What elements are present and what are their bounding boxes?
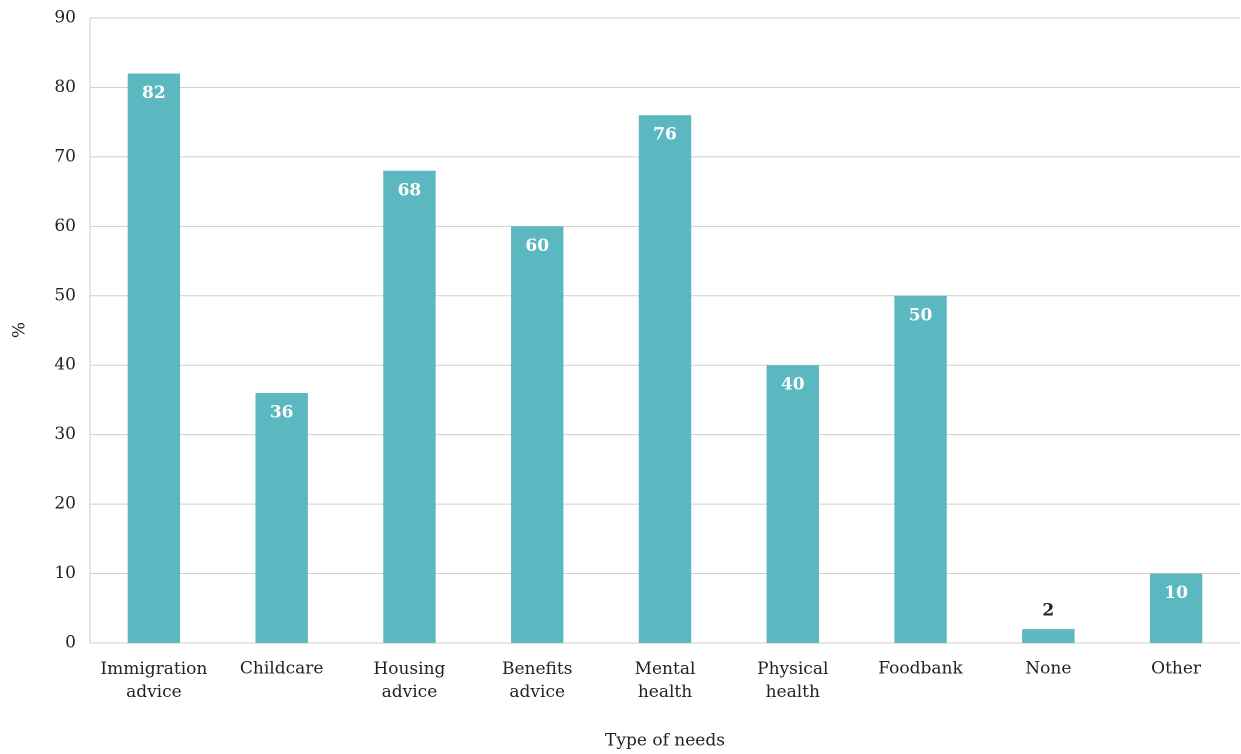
y-tick-label: 80 bbox=[54, 77, 76, 97]
value-label: 82 bbox=[142, 83, 166, 103]
bar bbox=[894, 295, 947, 643]
value-label: 40 bbox=[781, 375, 805, 395]
value-label: 76 bbox=[653, 125, 677, 145]
y-axis-title: % bbox=[10, 322, 30, 338]
value-label: 60 bbox=[525, 236, 549, 256]
value-label: 50 bbox=[909, 305, 933, 325]
bar bbox=[511, 226, 564, 644]
bar bbox=[127, 73, 181, 644]
x-tick-label: Mental health bbox=[635, 659, 696, 702]
x-tick-label: Other bbox=[1151, 659, 1202, 679]
x-tick-label: Childcare bbox=[240, 659, 324, 679]
y-tick-label: 0 bbox=[65, 633, 76, 653]
x-tick-label: Foodbank bbox=[878, 659, 963, 679]
y-tick-label: 50 bbox=[54, 285, 76, 305]
bar bbox=[638, 115, 692, 643]
x-tick-label: None bbox=[1025, 659, 1071, 679]
bar bbox=[383, 170, 436, 643]
y-tick-label: 30 bbox=[54, 424, 76, 444]
value-label: 36 bbox=[270, 403, 294, 423]
x-tick-label: Housing advice bbox=[373, 659, 445, 702]
bar bbox=[766, 365, 819, 643]
bar bbox=[255, 393, 308, 643]
y-tick-label: 70 bbox=[54, 146, 76, 166]
y-tick-label: 20 bbox=[54, 494, 76, 514]
value-label: 10 bbox=[1164, 583, 1188, 603]
y-tick-label: 40 bbox=[54, 355, 76, 375]
x-tick-label: Immigration advice bbox=[100, 659, 207, 702]
value-label: 2 bbox=[1042, 601, 1054, 621]
bar bbox=[1022, 629, 1075, 643]
y-tick-label: 10 bbox=[54, 563, 76, 583]
x-tick-label: Benefits advice bbox=[502, 659, 572, 702]
x-axis-title: Type of needs bbox=[605, 731, 725, 751]
x-tick-label: Physical health bbox=[757, 659, 828, 702]
bar bbox=[1149, 573, 1203, 643]
y-tick-label: 60 bbox=[54, 216, 76, 236]
y-tick-label: 90 bbox=[54, 8, 76, 28]
value-label: 68 bbox=[398, 180, 422, 200]
